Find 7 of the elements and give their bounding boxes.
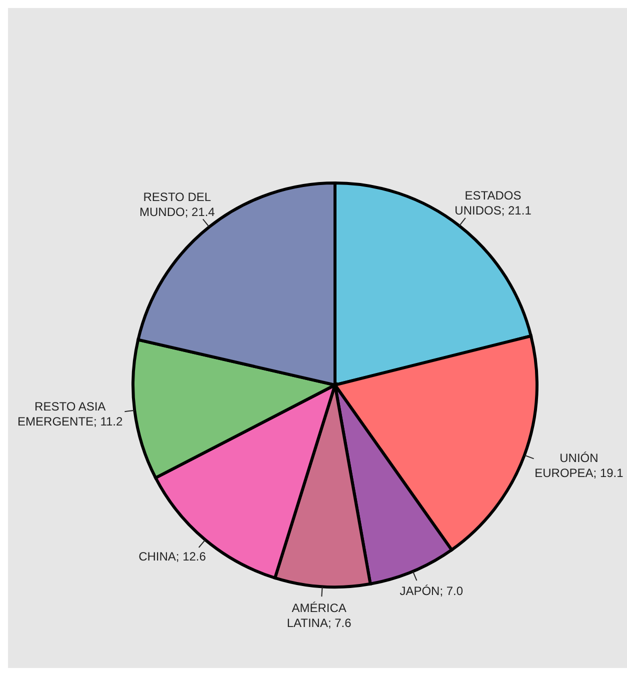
slice-label: AMÉRICA LATINA; 7.6 (286, 601, 352, 630)
slice-label: RESTO DEL MUNDO; 21.4 (140, 190, 216, 219)
slice-label: JAPÓN; 7.0 (400, 584, 464, 598)
slice-label: CHINA; 12.6 (138, 549, 206, 564)
slice-label: UNIÓN EUROPEA; 19.1 (534, 450, 624, 480)
slice-label: ESTADOS UNIDOS; 21.1 (454, 188, 532, 218)
slice-label: RESTO ASIA EMERGENTE; 11.2 (18, 399, 123, 428)
